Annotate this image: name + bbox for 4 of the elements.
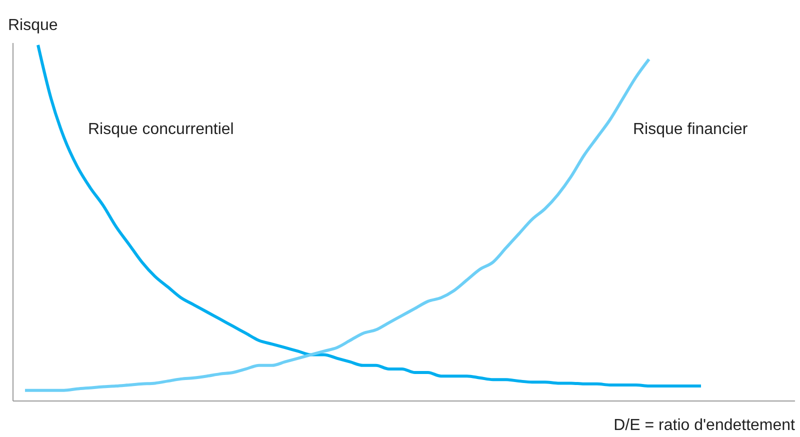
- y-axis-title: Risque: [8, 17, 58, 34]
- series-label: Risque financier: [633, 121, 748, 138]
- series-label: Risque concurrentiel: [88, 121, 234, 138]
- x-axis-title: D/E = ratio d'endettement: [614, 417, 796, 434]
